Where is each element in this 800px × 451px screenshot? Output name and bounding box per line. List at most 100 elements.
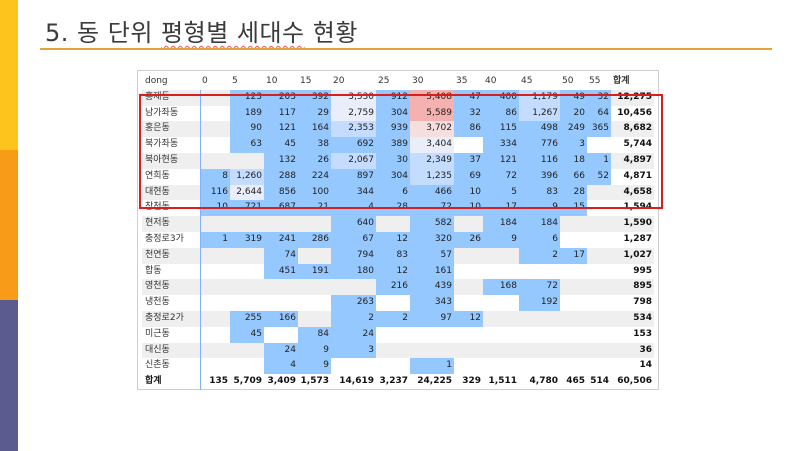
value-cell: 116 — [519, 152, 560, 169]
value-cell: 1,267 — [519, 105, 560, 122]
value-cell: 26 — [454, 231, 483, 248]
row-label: 홍제동 — [142, 89, 201, 106]
value-cell: 9 — [298, 358, 331, 375]
value-cell — [560, 295, 587, 311]
row-total: 534 — [611, 310, 654, 327]
value-cell: 4 — [264, 358, 298, 375]
value-cell: 329 — [462, 376, 481, 387]
value-cell — [587, 216, 611, 232]
value-cell: 32 — [587, 89, 611, 106]
value-cell: 255 — [230, 310, 264, 327]
row-label: 천연동 — [142, 247, 201, 264]
value-cell: 344 — [331, 184, 376, 201]
value-cell — [230, 152, 264, 169]
row-total: 1,594 — [623, 202, 652, 213]
value-cell: 3,237 — [379, 376, 408, 387]
value-cell: 1,235 — [410, 168, 454, 185]
value-cell: 17 — [560, 247, 587, 264]
value-cell: 1,260 — [230, 168, 264, 185]
row-total: 1,287 — [623, 233, 652, 244]
value-cell — [200, 295, 230, 311]
value-cell — [200, 216, 230, 232]
value-cell — [454, 327, 483, 343]
value-cell: 90 — [230, 121, 264, 138]
row-label: 영천동 — [142, 279, 201, 296]
value-cell: 9 — [483, 231, 519, 248]
value-cell — [483, 247, 519, 264]
value-cell: 69 — [454, 168, 483, 185]
value-cell — [410, 327, 454, 343]
value-cell: 116 — [200, 184, 230, 201]
column-header: 20 — [333, 76, 345, 86]
title-underlined: 평형별 세대수 — [161, 19, 305, 47]
row-label: 미근동 — [142, 326, 201, 343]
value-cell: 249 — [560, 121, 587, 138]
value-cell: 97 — [410, 310, 454, 327]
value-cell — [454, 137, 483, 153]
column-header: 40 — [485, 76, 497, 86]
table-row: 홍제동 123 203 392 3,530 912 5,408 47 400 1,179 49 32 1… — [142, 89, 654, 106]
value-cell: 28 — [376, 200, 410, 217]
value-cell: 856 — [264, 184, 298, 201]
column-header: 30 — [412, 76, 424, 86]
value-cell — [587, 295, 611, 311]
value-cell: 86 — [483, 105, 519, 122]
value-cell: 9 — [298, 342, 331, 359]
value-cell: 45 — [230, 326, 264, 343]
value-cell: 721 — [230, 200, 264, 217]
value-cell: 135 — [209, 376, 228, 387]
value-cell: 12 — [376, 231, 410, 248]
value-cell: 192 — [519, 295, 560, 311]
value-cell — [230, 279, 264, 296]
value-cell: 37 — [454, 152, 483, 169]
row-label: 합동 — [142, 263, 201, 280]
value-cell: 365 — [587, 121, 611, 138]
value-cell: 18 — [560, 152, 587, 169]
accent-bar-purple — [0, 300, 18, 451]
value-cell — [200, 121, 230, 138]
value-cell — [200, 342, 230, 359]
value-cell: 83 — [376, 247, 410, 264]
column-header: 25 — [378, 76, 390, 86]
row-label: 합계 — [142, 374, 201, 390]
value-cell: 45 — [264, 137, 298, 153]
pivot-table: dong 0 5 10 15 20 25 30 35 40 45 50 55 합계 홍제동 123 203 39… — [142, 74, 654, 390]
header-corner: dong — [145, 76, 168, 86]
value-cell — [454, 247, 483, 264]
value-cell: 49 — [560, 89, 587, 106]
column-header: 55 — [589, 76, 601, 86]
value-cell: 72 — [519, 279, 560, 296]
column-header-total: 합계 — [613, 76, 630, 86]
row-total: 5,744 — [623, 139, 652, 150]
table-row: 천연동 74 794 83 57 2 17 1,027 — [142, 247, 654, 264]
value-cell: 161 — [410, 263, 454, 280]
row-label: 신촌동 — [142, 358, 201, 375]
column-header: 50 — [562, 76, 574, 86]
value-cell — [587, 342, 611, 359]
value-cell: 912 — [376, 89, 410, 106]
value-cell — [200, 310, 230, 327]
value-cell: 794 — [331, 247, 376, 264]
value-cell: 3,409 — [267, 376, 296, 387]
value-cell — [587, 264, 611, 280]
value-cell — [587, 279, 611, 296]
value-cell: 5,408 — [410, 89, 454, 106]
value-cell: 776 — [519, 137, 560, 153]
value-cell: 2,067 — [331, 152, 376, 169]
value-cell — [376, 358, 410, 374]
value-cell — [230, 342, 264, 359]
value-cell — [560, 216, 587, 232]
value-cell: 115 — [483, 121, 519, 138]
value-cell: 2 — [376, 310, 410, 327]
value-cell: 52 — [587, 168, 611, 185]
row-total: 12,275 — [611, 89, 654, 106]
value-cell — [587, 200, 611, 216]
value-cell — [454, 342, 483, 359]
value-cell: 1 — [587, 152, 611, 169]
value-cell: 304 — [376, 105, 410, 122]
table-row: 창천동 10 721 687 21 4 28 72 10 17 9 15 1,594 — [142, 200, 654, 217]
value-cell: 4,780 — [529, 376, 558, 387]
value-cell: 640 — [331, 216, 376, 232]
column-header: 5 — [232, 76, 238, 86]
row-total: 10,456 — [617, 107, 652, 118]
